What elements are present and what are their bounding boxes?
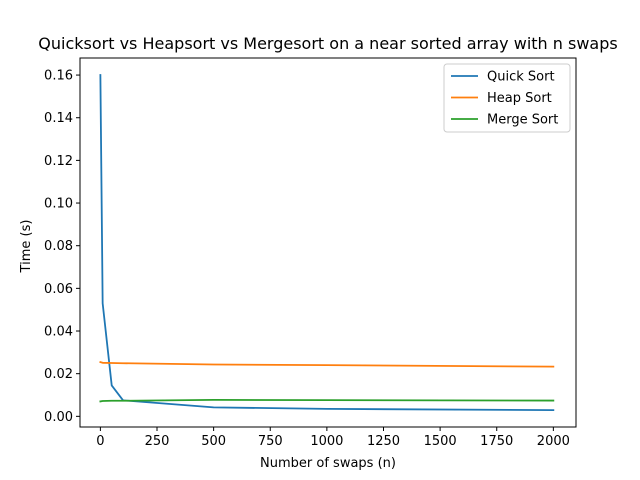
legend-label: Quick Sort: [487, 70, 555, 85]
x-tick-label: 1250: [367, 434, 400, 449]
series-line-merge-sort: [99, 399, 555, 403]
y-tick-label: 0.16: [44, 69, 73, 84]
x-tick-label: 2000: [537, 434, 570, 449]
axes-frame: [79, 57, 577, 428]
x-tick-label: 1000: [310, 434, 343, 449]
y-tick-label: 0.14: [44, 111, 73, 126]
x-tick-label: 1500: [424, 434, 457, 449]
chart-title: Quicksort vs Heapsort vs Mergesort on a …: [38, 34, 617, 53]
y-tick-label: 0.10: [44, 197, 73, 212]
legend: Quick Sort Heap Sort Merge Sort: [443, 63, 571, 133]
x-tick-label: 0: [96, 434, 104, 449]
axes: 0 250 500 750 1000 1250 1500 1750 2000 0.00 0.02 0.…: [44, 57, 577, 449]
y-tick-label: 0.00: [44, 410, 73, 425]
x-tick-label: 500: [201, 434, 226, 449]
y-tick-label: 0.04: [44, 325, 73, 340]
y-tick-label: 0.12: [44, 154, 73, 169]
y-tick-label: 0.08: [44, 239, 73, 254]
series-line-heap-sort: [99, 361, 555, 368]
y-tick-label: 0.06: [44, 282, 73, 297]
legend-label: Heap Sort: [487, 91, 552, 106]
legend-label: Merge Sort: [487, 113, 558, 128]
x-tick-label: 1750: [480, 434, 513, 449]
x-tick-label: 250: [145, 434, 170, 449]
x-tick-label: 750: [258, 434, 283, 449]
plot-area: [99, 74, 555, 412]
legend-box: [443, 63, 571, 133]
y-axis-label: Time (s): [19, 220, 34, 274]
x-axis-label: Number of swaps (n): [260, 456, 396, 471]
y-tick-label: 0.02: [44, 367, 73, 382]
